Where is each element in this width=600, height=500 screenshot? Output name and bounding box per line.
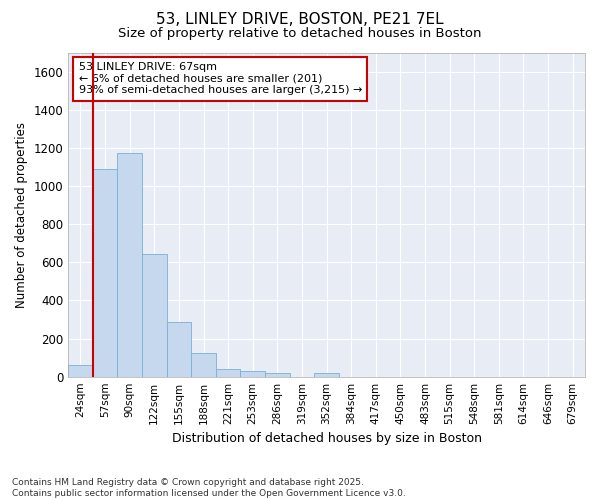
X-axis label: Distribution of detached houses by size in Boston: Distribution of detached houses by size … [172,432,482,445]
Text: 53, LINLEY DRIVE, BOSTON, PE21 7EL: 53, LINLEY DRIVE, BOSTON, PE21 7EL [156,12,444,28]
Bar [118,152,142,376]
Bar [142,254,167,376]
Text: 53 LINLEY DRIVE: 67sqm
← 6% of detached houses are smaller (201)
93% of semi-det: 53 LINLEY DRIVE: 67sqm ← 6% of detached … [79,62,362,96]
Bar [314,373,339,376]
Bar [216,369,241,376]
Bar [265,373,290,376]
Bar [93,169,118,376]
Text: Size of property relative to detached houses in Boston: Size of property relative to detached ho… [118,28,482,40]
Y-axis label: Number of detached properties: Number of detached properties [15,122,28,308]
Bar [68,365,93,376]
Bar [167,322,191,376]
Text: Contains HM Land Registry data © Crown copyright and database right 2025.
Contai: Contains HM Land Registry data © Crown c… [12,478,406,498]
Bar [191,353,216,376]
Bar [241,371,265,376]
